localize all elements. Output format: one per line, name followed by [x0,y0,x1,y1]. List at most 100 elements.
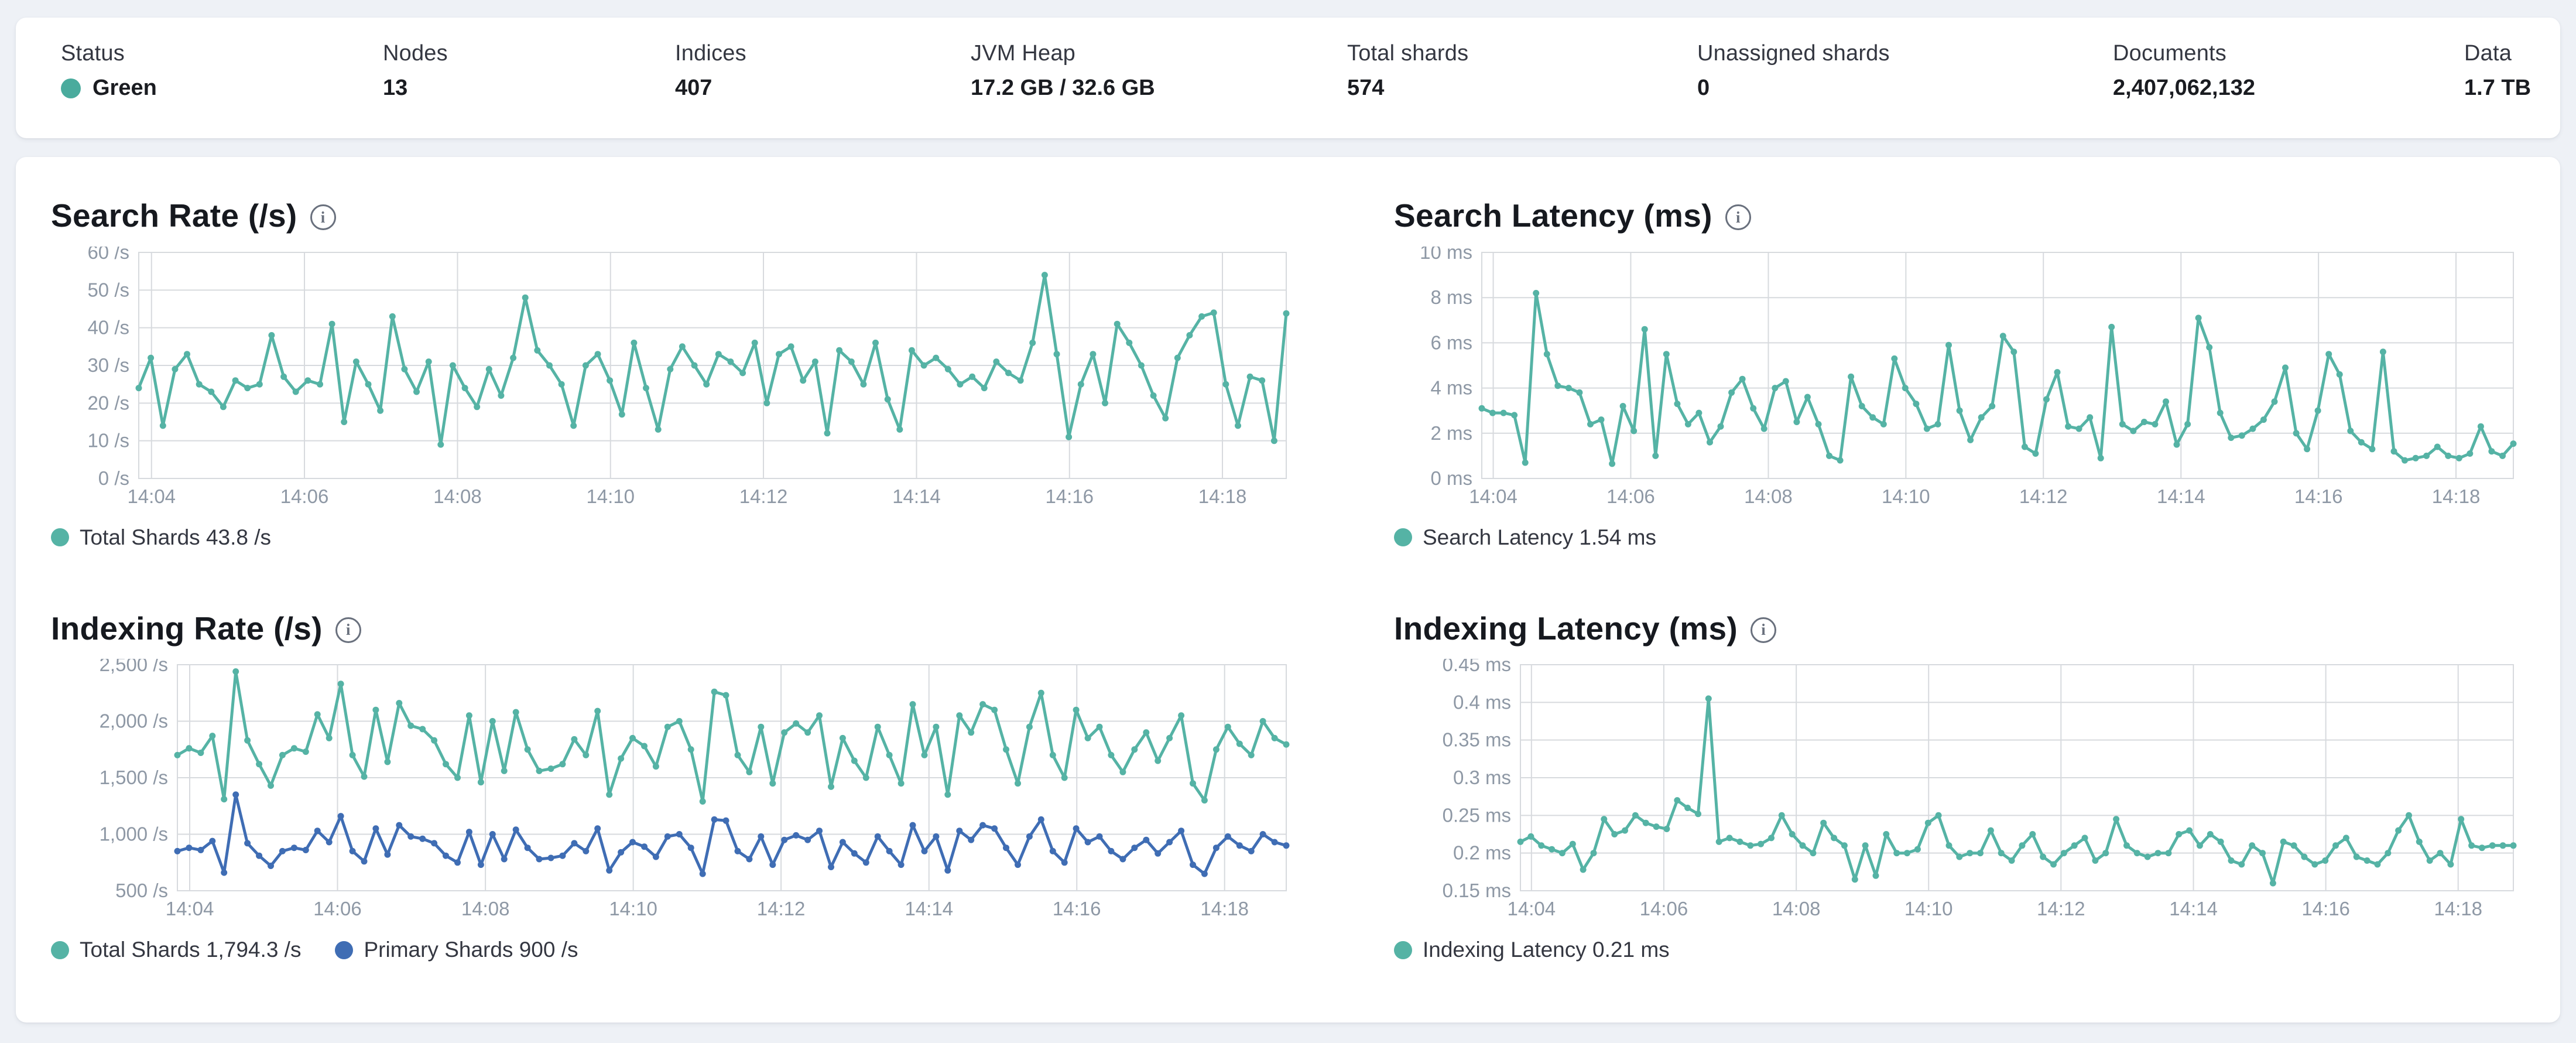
search-latency-legend: Search Latency 1.54 ms [1394,525,2518,550]
status-item: Indices 407 [675,41,971,100]
svg-text:14:18: 14:18 [2432,485,2481,507]
svg-text:14:12: 14:12 [2037,898,2085,919]
chart-search-rate: Search Rate (/s) i 60 /s 50 /s 40 /s 30 /s 2… [51,198,1291,550]
svg-text:14:06: 14:06 [1606,485,1655,507]
svg-text:0.2 ms: 0.2 ms [1453,842,1511,864]
status-item-label: JVM Heap [971,41,1076,66]
svg-text:14:10: 14:10 [609,898,657,919]
legend-label: Total Shards 1,794.3 /s [80,938,302,962]
svg-text:14:16: 14:16 [1053,898,1101,919]
svg-text:60 /s: 60 /s [87,247,129,263]
svg-text:14:18: 14:18 [1200,898,1249,919]
search-rate-plot[interactable]: 60 /s 50 /s 40 /s 30 /s 20 /s 10 /s 0 /s 14:04 1… [51,241,1291,511]
cluster-status-bar: Status Green Nodes 13 Indices 407 JVM Heap 17.2… [16,18,2560,138]
svg-text:14:08: 14:08 [461,898,510,919]
indexing-latency-plot[interactable]: 0.45 ms 0.4 ms 0.35 ms 0.3 ms 0.25 ms 0.2 ms 0… [1394,654,2518,924]
status-item-value: Green [61,76,383,101]
svg-text:14:04: 14:04 [1508,898,1556,919]
svg-text:2 ms: 2 ms [1430,422,1472,443]
legend-item[interactable]: Indexing Latency 0.21 ms [1394,938,1670,962]
svg-text:1,500 /s: 1,500 /s [100,767,168,788]
status-item-value: 574 [1347,75,1385,100]
svg-text:0 /s: 0 /s [98,467,129,489]
status-item-value: 13 [383,75,408,100]
svg-text:0.25 ms: 0.25 ms [1443,804,1511,826]
chart-title-indexing-latency: Indexing Latency (ms) [1394,610,1738,647]
legend-dot-icon [51,528,69,546]
metrics-charts-card: Search Rate (/s) i 60 /s 50 /s 40 /s 30 /s 2… [16,157,2560,1023]
indexing-rate-legend: Total Shards 1,794.3 /s Primary Shards 90… [51,938,1291,962]
legend-item[interactable]: Total Shards 1,794.3 /s [51,938,301,962]
legend-dot-icon [1394,941,1412,959]
svg-text:14:06: 14:06 [1640,898,1688,919]
legend-item[interactable]: Search Latency 1.54 ms [1394,525,1656,550]
status-item-value: 1.7 TB [2464,75,2532,100]
svg-text:14:18: 14:18 [2434,898,2482,919]
svg-text:14:10: 14:10 [1904,898,1953,919]
status-item-value: 17.2 GB / 32.6 GB [971,75,1155,100]
status-item: Total shards 574 [1347,41,1697,100]
svg-text:2,500 /s: 2,500 /s [100,659,168,675]
svg-text:14:04: 14:04 [166,898,214,919]
chart-title-indexing-rate: Indexing Rate (/s) [51,610,323,647]
legend-item[interactable]: Total Shards 43.8 /s [51,525,271,550]
legend-label: Search Latency 1.54 ms [1423,525,1656,549]
chart-search-latency: Search Latency (ms) i 10 ms 8 ms 6 ms 4 ms 2… [1394,198,2518,550]
svg-text:14:12: 14:12 [739,485,788,507]
status-item-label: Nodes [383,41,448,66]
svg-text:14:16: 14:16 [2294,485,2343,507]
info-icon[interactable]: i [310,204,336,231]
indexing-latency-legend: Indexing Latency 0.21 ms [1394,938,2518,962]
legend-label: Primary Shards 900 /s [364,938,578,962]
svg-text:8 ms: 8 ms [1430,286,1472,308]
info-icon[interactable]: i [1725,204,1751,231]
status-item: JVM Heap 17.2 GB / 32.6 GB [971,41,1347,100]
svg-text:500 /s: 500 /s [115,880,168,901]
info-icon[interactable]: i [335,617,361,643]
chart-header: Search Latency (ms) i [1394,198,2518,234]
svg-text:14:14: 14:14 [2169,898,2218,919]
svg-text:0.45 ms: 0.45 ms [1443,659,1511,675]
legend-label: Total Shards 43.8 /s [80,525,272,549]
svg-text:14:12: 14:12 [757,898,806,919]
legend-dot-icon [51,941,69,959]
chart-title-search-latency: Search Latency (ms) [1394,197,1712,234]
legend-item[interactable]: Primary Shards 900 /s [335,938,578,962]
status-item-value: 0 [1697,75,1710,100]
svg-text:14:06: 14:06 [313,898,362,919]
chart-title-search-rate: Search Rate (/s) [51,197,297,234]
svg-text:14:14: 14:14 [892,485,941,507]
svg-text:0.3 ms: 0.3 ms [1453,767,1511,788]
svg-text:0.4 ms: 0.4 ms [1453,691,1511,713]
svg-text:14:12: 14:12 [2019,485,2068,507]
indexing_latency-svg: 0.45 ms 0.4 ms 0.35 ms 0.3 ms 0.25 ms 0.2 ms 0… [1443,654,2517,919]
svg-text:14:04: 14:04 [1469,485,1517,507]
svg-text:0 ms: 0 ms [1430,467,1472,489]
legend-dot-icon [1394,528,1412,546]
status-item-value: 407 [675,75,712,100]
chart-header: Search Rate (/s) i [51,198,1291,234]
svg-text:1,000 /s: 1,000 /s [100,823,168,845]
svg-text:14:10: 14:10 [1882,485,1930,507]
chart-header: Indexing Latency (ms) i [1394,610,2518,647]
search-latency-plot[interactable]: 10 ms 8 ms 6 ms 4 ms 2 ms 0 ms 14:04 14:06 14:08… [1394,241,2518,511]
health-dot-icon [61,78,81,98]
status-item-label: Documents [2113,41,2226,66]
status-item-label: Unassigned shards [1697,41,1890,66]
status-item: Unassigned shards 0 [1697,41,2113,100]
svg-text:10 /s: 10 /s [87,429,129,451]
svg-text:0.35 ms: 0.35 ms [1443,729,1511,751]
svg-text:40 /s: 40 /s [87,316,129,338]
svg-text:20 /s: 20 /s [87,392,129,413]
status-item: Documents 2,407,062,132 [2113,41,2464,100]
svg-text:14:14: 14:14 [905,898,953,919]
indexing-rate-plot[interactable]: 2,500 /s 2,000 /s 1,500 /s 1,000 /s 500 /s 14… [51,654,1291,924]
chart-indexing-latency: Indexing Latency (ms) i 0.45 ms 0.4 ms 0.3… [1394,610,2518,963]
search-rate-legend: Total Shards 43.8 /s [51,525,1291,550]
svg-text:6 ms: 6 ms [1430,331,1472,353]
status-item: Nodes 13 [383,41,675,100]
svg-text:10 ms: 10 ms [1420,247,1472,263]
info-icon[interactable]: i [1750,617,1776,643]
svg-text:30 /s: 30 /s [87,354,129,376]
